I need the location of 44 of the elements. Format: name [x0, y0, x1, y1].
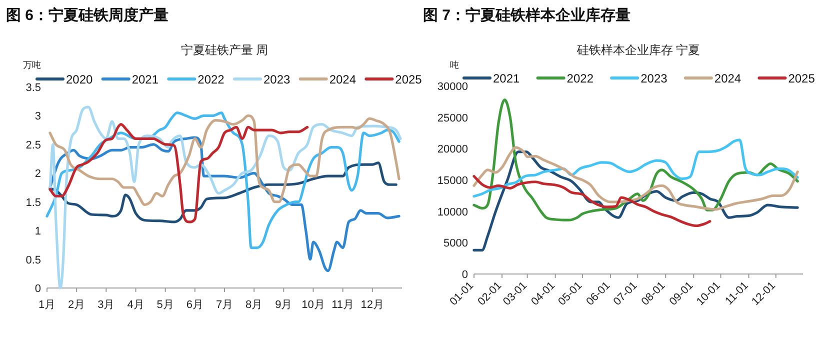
y-tick-label: 0.5 — [26, 254, 41, 266]
legend-label: 2024 — [329, 72, 356, 86]
x-tick-label: 4月 — [127, 299, 144, 311]
legend-label: 2025 — [395, 72, 422, 86]
x-tick-label: 2月 — [68, 299, 86, 311]
y-tick-label: 1.5 — [26, 196, 41, 209]
y-axis-title: 万吨 — [23, 60, 41, 70]
y-tick-label: 2 — [34, 168, 41, 180]
x-tick-label: 1月 — [38, 299, 56, 311]
x-tick-label: 12月 — [360, 299, 384, 311]
chart-title: 图 6：宁夏硅铁周度产量 — [6, 6, 169, 24]
x-tick-label: 3月 — [98, 299, 115, 311]
x-tick-label: 10月 — [302, 299, 325, 311]
chart-title: 图 7：宁夏硅铁样本企业库存量 — [423, 6, 631, 24]
x-tick-label: 11月 — [332, 299, 354, 311]
y-tick-label: 20000 — [437, 144, 468, 156]
y-tick-label: 3.5 — [26, 82, 41, 94]
y-tick-label: 25000 — [437, 112, 468, 124]
legend-label: 2024 — [714, 72, 742, 86]
legend-label: 2021 — [132, 72, 159, 86]
y-tick-label: 1 — [34, 226, 41, 238]
legend-label: 2022 — [566, 72, 594, 86]
y-tick-label: 0 — [462, 269, 468, 281]
y-tick-label: 15000 — [437, 175, 468, 187]
chart-subtitle: 硅铁样本企业库存 宁夏 — [576, 43, 700, 57]
chart-subtitle: 宁夏硅铁产量 周 — [180, 43, 268, 57]
legend-label: 2023 — [640, 72, 668, 86]
legend-label: 2022 — [198, 72, 225, 86]
y-tick-label: 10000 — [437, 206, 468, 218]
y-tick-label: 5000 — [444, 238, 468, 250]
legend-label: 2023 — [264, 72, 291, 86]
legend-label: 2020 — [66, 72, 94, 86]
x-tick-label: 8月 — [246, 299, 263, 311]
x-tick-label: 7月 — [216, 299, 234, 311]
y-tick-label: 30000 — [437, 81, 468, 93]
y-tick-label: 3 — [34, 110, 41, 123]
y-axis-title: 吨 — [450, 60, 459, 70]
x-tick-label: 9月 — [275, 299, 292, 311]
x-tick-label: 5月 — [156, 299, 174, 311]
x-tick-label: 6月 — [186, 299, 204, 311]
y-tick-label: 0 — [34, 283, 41, 295]
legend-label: 2021 — [493, 72, 520, 86]
y-tick-label: 2.5 — [26, 139, 41, 152]
legend-label: 2025 — [788, 72, 816, 86]
